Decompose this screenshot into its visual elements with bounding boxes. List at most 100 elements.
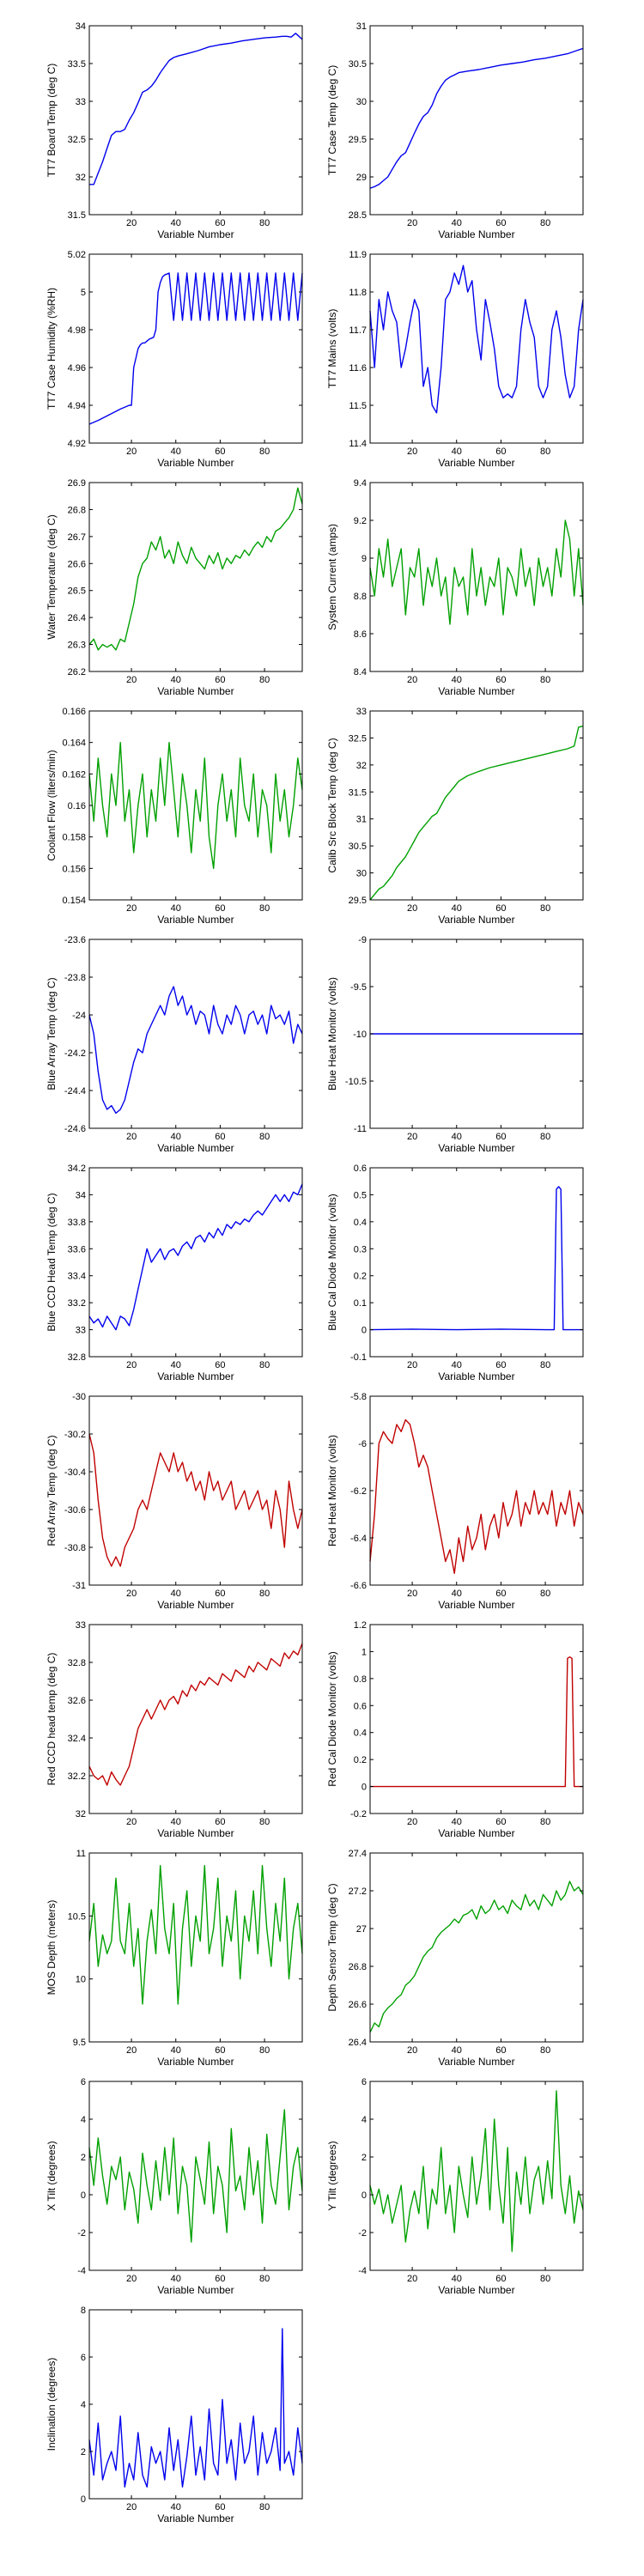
x-tick-label: 20	[407, 218, 417, 228]
y-tick-label: 11.4	[349, 439, 367, 449]
y-tick-label: 10	[76, 1975, 86, 1985]
series-line	[88, 2328, 303, 2488]
y-tick-label: 33	[356, 707, 367, 717]
x-tick-label: 20	[126, 1589, 137, 1599]
x-tick-label: 80	[540, 1360, 550, 1370]
axes-box	[88, 25, 303, 216]
x-axis-label: Variable Number	[157, 1142, 234, 1154]
chart-panel-21: 20 40 60 80 0 2 4 6 8 Variable Number Inclination …	[46, 2306, 303, 2524]
y-tick-label: 26.8	[349, 1962, 367, 1972]
y-tick-label: 32	[76, 1809, 86, 1820]
x-tick-label: 80	[259, 2502, 270, 2512]
y-tick-label: 0.164	[62, 738, 86, 749]
x-tick-label: 40	[452, 1817, 462, 1827]
x-tick-label: 40	[452, 218, 462, 228]
y-tick-label: 1.2	[354, 1620, 367, 1631]
y-tick-label: 30	[356, 869, 367, 879]
x-axis-label: Variable Number	[157, 457, 234, 469]
x-tick-label: 40	[171, 1589, 181, 1599]
y-tick-label: -30.8	[64, 1543, 86, 1553]
chart-panel-4: 20 40 60 80 11.4 11.5 11.6 11.7 11.8 11.9 Variable…	[326, 250, 584, 469]
y-tick-label: 0	[361, 2190, 367, 2201]
y-tick-label: 11.5	[349, 401, 367, 411]
x-tick-label: 20	[407, 447, 417, 457]
x-axis-label: Variable Number	[157, 1599, 234, 1611]
y-tick-label: 32.6	[68, 1696, 86, 1706]
y-tick-label: 0.6	[354, 1701, 367, 1711]
y-axis-label: Red Cal Diode Monitor (volts)	[326, 1651, 338, 1786]
axes-box	[88, 1167, 303, 1358]
chart-panel-16: 20 40 60 80 -0.2 0 0.2 0.4 0.6 0.8 1 1.2 Variable Nu…	[326, 1620, 584, 1839]
chart-panel-3: 20 40 60 80 4.92 4.94 4.96 4.98 5 5.02 Variable Nu…	[46, 250, 303, 469]
y-tick-label: 4.94	[68, 401, 86, 411]
y-tick-label: 0.154	[62, 896, 86, 906]
series-line	[369, 47, 584, 189]
axes-box	[369, 1624, 584, 1814]
x-tick-label: 80	[540, 447, 550, 457]
x-tick-label: 60	[495, 1589, 506, 1599]
x-tick-label: 40	[452, 2045, 462, 2056]
y-tick-label: 1	[361, 1647, 367, 1657]
y-tick-label: 32.8	[68, 1658, 86, 1668]
x-axis-label: Variable Number	[438, 1827, 514, 1839]
x-tick-label: 80	[540, 1817, 550, 1827]
y-tick-label: -30.2	[64, 1430, 86, 1440]
y-tick-label: 11.7	[349, 325, 367, 336]
x-tick-label: 40	[452, 903, 462, 914]
y-tick-label: 32.8	[68, 1352, 86, 1363]
x-axis-label: Variable Number	[438, 457, 514, 469]
y-tick-label: 34	[76, 21, 86, 32]
y-tick-label: -11	[354, 1124, 367, 1134]
x-tick-label: 20	[126, 447, 137, 457]
y-tick-label: 33.2	[68, 1298, 86, 1309]
y-tick-label: 0.4	[354, 1218, 367, 1228]
y-tick-label: 30	[356, 97, 367, 107]
series-line	[88, 1643, 303, 1786]
x-tick-label: 60	[215, 675, 225, 685]
y-tick-label: 11.8	[349, 288, 367, 298]
x-tick-label: 80	[259, 903, 270, 914]
y-axis-label: TT7 Case Humidity (%RH)	[46, 288, 58, 410]
y-tick-label: 26.5	[68, 586, 86, 597]
x-tick-label: 20	[407, 675, 417, 685]
y-tick-label: 4	[361, 2115, 367, 2125]
x-tick-label: 80	[259, 218, 270, 228]
y-tick-label: 0	[81, 2190, 86, 2201]
chart-panel-17: 20 40 60 80 9.5 10 10.5 11 Variable Number MOS De…	[46, 1849, 303, 2068]
y-tick-label: 8.6	[354, 629, 367, 640]
y-tick-label: 31.5	[68, 210, 86, 221]
series-line	[369, 1186, 583, 1331]
x-tick-label: 40	[171, 1132, 181, 1142]
y-tick-label: 32.5	[68, 135, 86, 145]
x-tick-label: 60	[215, 903, 225, 914]
chart-panel-18: 20 40 60 80 26.4 26.6 26.8 27 27.2 27.4 Variable N…	[326, 1849, 584, 2068]
x-tick-label: 60	[215, 2274, 225, 2284]
y-tick-label: 6	[81, 2077, 86, 2087]
x-tick-label: 80	[540, 675, 550, 685]
x-axis-label: Variable Number	[157, 914, 234, 926]
x-tick-label: 20	[126, 903, 137, 914]
y-tick-label: 8.4	[354, 667, 367, 677]
y-tick-label: 4.92	[68, 439, 86, 449]
y-tick-label: -23.6	[64, 935, 86, 945]
y-tick-label: -4	[77, 2266, 86, 2276]
y-tick-label: 33.4	[68, 1272, 86, 1282]
series-line	[88, 272, 303, 425]
x-tick-label: 80	[259, 1589, 270, 1599]
y-tick-label: 33	[76, 1326, 86, 1336]
axes-box	[88, 1852, 303, 2043]
x-tick-label: 80	[259, 1132, 270, 1142]
axes-box	[369, 2081, 584, 2271]
series-line	[88, 742, 303, 869]
x-tick-label: 80	[259, 1360, 270, 1370]
x-tick-label: 60	[215, 1817, 225, 1827]
y-tick-label: -23.8	[64, 973, 86, 983]
x-axis-label: Variable Number	[157, 2056, 234, 2068]
chart-panel-10: 20 40 60 80 -11 -10.5 -10 -9.5 -9 Variable Number…	[326, 935, 584, 1154]
y-tick-label: 0	[81, 2494, 86, 2505]
x-tick-label: 40	[171, 675, 181, 685]
x-tick-label: 60	[495, 675, 506, 685]
x-tick-label: 80	[540, 218, 550, 228]
x-tick-label: 80	[259, 675, 270, 685]
